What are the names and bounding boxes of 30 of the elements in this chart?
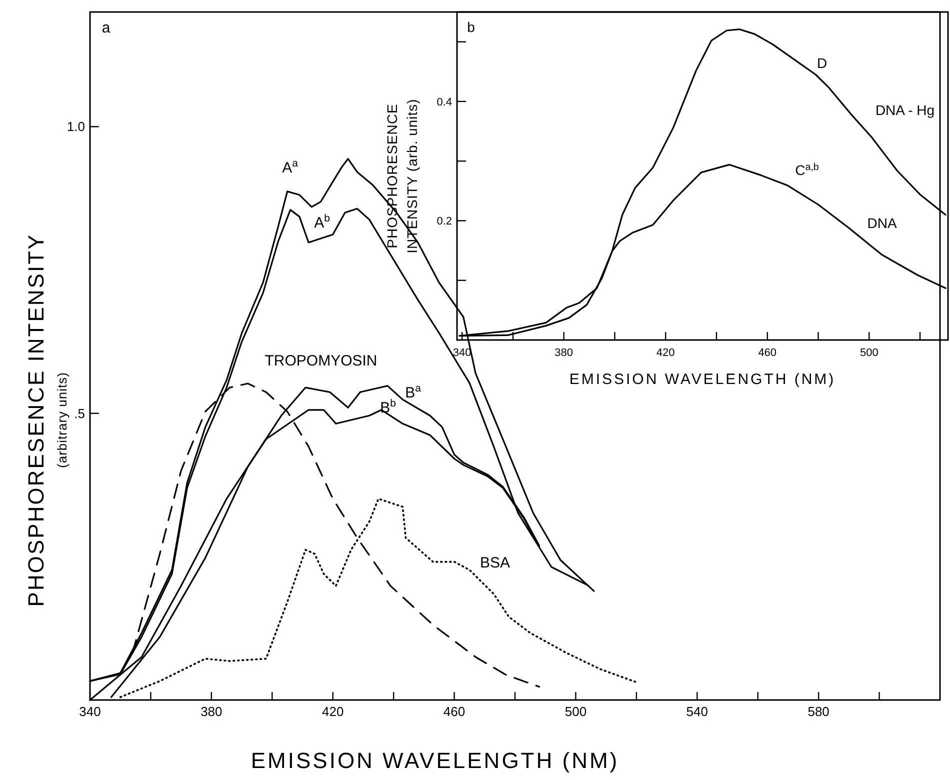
x-tick-label: 420 [322, 704, 344, 719]
x-tick-label: 460 [758, 347, 777, 359]
x-tick-label: 340 [79, 704, 101, 719]
y-tick-label: .5 [74, 406, 85, 421]
x-axis-title: EMISSION WAVELENGTH (NM) [250, 748, 620, 773]
x-tick-label: 500 [860, 347, 878, 359]
y-tick-label: 0.4 [436, 96, 452, 108]
y-axis-title: PHOSPHORESENCE INTENSITY (arbitrary units) [24, 233, 70, 607]
x-tick-label: 380 [200, 704, 222, 719]
annotation: a [102, 19, 111, 36]
annotation: A$^{b}$ [314, 212, 330, 232]
x-tick-label: 580 [808, 704, 830, 719]
annotation: DNA [867, 214, 898, 231]
x-tick-label: 500 [564, 704, 587, 719]
annotation: C$^{a,b}$ [795, 161, 820, 178]
annotation: A$^{a}$ [282, 157, 298, 176]
x-tick-label: 540 [686, 704, 708, 719]
annotation: b [467, 18, 476, 35]
annotation: DNA - Hg [875, 102, 935, 118]
annotation: B$^{a}$ [405, 382, 422, 402]
y-axis-title: PHOSPHORESENCE INTENSITY (arb. units) [384, 98, 420, 254]
x-axis-title: EMISSION WAVELENGTH (NM) [569, 371, 836, 388]
annotation: BSA [480, 554, 510, 572]
y-tick-label: 1.0 [66, 119, 85, 134]
x-tick-label: 460 [443, 704, 466, 719]
x-tick-label: 380 [554, 347, 574, 359]
annotation: TROPOMYOSIN [264, 352, 378, 370]
y-tick-label: 0.2 [436, 216, 452, 228]
x-tick-label: 420 [656, 347, 675, 359]
annotation: D [816, 54, 828, 71]
